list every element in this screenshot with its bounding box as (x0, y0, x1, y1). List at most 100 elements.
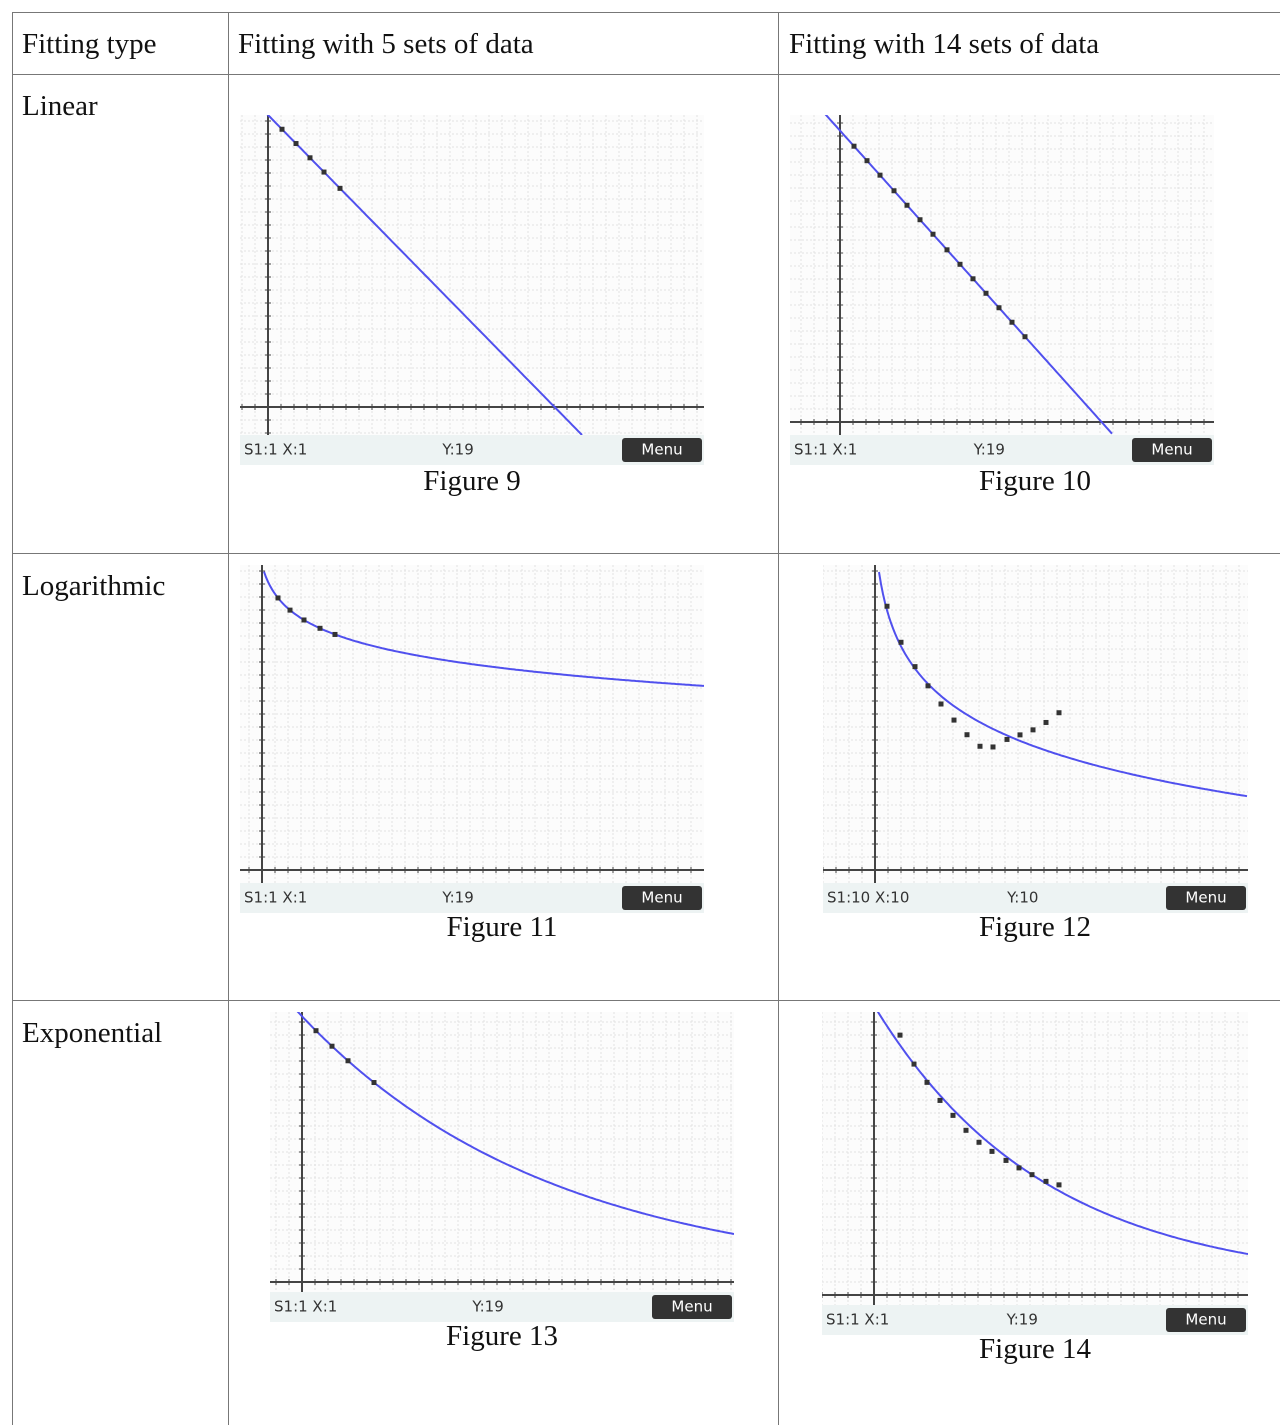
calculator-screenshot: S1:1 X:1 Y:19 Menu (790, 115, 1214, 465)
row-label: Linear (22, 90, 98, 123)
border (228, 12, 229, 1425)
menu-label: Menu (641, 441, 682, 459)
data-point (1004, 1158, 1009, 1163)
header-cell: Fitting type (22, 28, 157, 61)
plot-background (790, 115, 1214, 435)
data-point (276, 595, 281, 600)
data-point (865, 158, 870, 163)
data-point (964, 1128, 969, 1133)
data-point (977, 1140, 982, 1145)
plot-background (240, 115, 704, 435)
row-label: Exponential (22, 1017, 162, 1050)
data-point (952, 718, 957, 723)
border (12, 1000, 1280, 1001)
data-point (314, 1028, 319, 1033)
menu-label: Menu (671, 1298, 712, 1316)
data-point (338, 186, 343, 191)
data-point (1005, 737, 1010, 742)
border (12, 12, 1280, 13)
data-point (280, 127, 285, 132)
menu-label: Menu (1185, 1311, 1226, 1329)
status-text: Y:19 (471, 1298, 503, 1316)
data-point (1057, 1182, 1062, 1187)
data-point (302, 617, 307, 622)
data-point (1017, 1165, 1022, 1170)
calculator-screenshot: S1:1 X:1 Y:19 Menu (270, 1012, 734, 1322)
status-text: Y:19 (441, 889, 473, 907)
menu-label: Menu (641, 889, 682, 907)
data-point (912, 1062, 917, 1067)
data-point (931, 232, 936, 237)
calculator-screenshot: S1:1 X:1 Y:19 Menu (240, 115, 704, 465)
menu-label: Menu (1151, 441, 1192, 459)
header-cell: Fitting with 5 sets of data (238, 28, 534, 61)
data-point (926, 683, 931, 688)
data-point (918, 217, 923, 222)
data-point (852, 144, 857, 149)
figure-caption: Figure 9 (372, 465, 572, 498)
plot-background (240, 565, 704, 883)
status-text: S1:1 X:1 (826, 1311, 889, 1329)
data-point (1044, 720, 1049, 725)
data-point (925, 1080, 930, 1085)
data-point (958, 262, 963, 267)
calculator-screenshot: S1:10 X:10 Y:10 Menu (823, 565, 1248, 913)
figure-caption: Figure 13 (402, 1320, 602, 1353)
data-point (322, 170, 327, 175)
figure-caption: Figure 11 (402, 911, 602, 944)
status-text: S1:10 X:10 (827, 889, 909, 907)
data-point (945, 247, 950, 252)
calculator-screenshot: S1:1 X:1 Y:19 Menu (822, 1012, 1248, 1335)
data-point (899, 640, 904, 645)
menu-label: Menu (1185, 889, 1226, 907)
data-point (990, 1149, 995, 1154)
border (12, 12, 13, 1425)
status-text: Y:10 (1006, 889, 1038, 907)
data-point (913, 664, 918, 669)
data-point (997, 305, 1002, 310)
data-point (1044, 1179, 1049, 1184)
plot-background (822, 1012, 1248, 1305)
data-point (978, 744, 983, 749)
data-point (372, 1080, 377, 1085)
data-point (984, 291, 989, 296)
data-point (330, 1044, 335, 1049)
status-text: S1:1 X:1 (244, 889, 307, 907)
status-text: S1:1 X:1 (794, 441, 857, 459)
data-point (333, 632, 338, 637)
status-text: Y:19 (973, 441, 1005, 459)
data-point (1057, 710, 1062, 715)
data-point (971, 276, 976, 281)
status-text: S1:1 X:1 (244, 441, 307, 459)
data-point (878, 173, 883, 178)
data-point (965, 732, 970, 737)
figure-caption: Figure 14 (935, 1333, 1135, 1366)
data-point (885, 604, 890, 609)
status-text: S1:1 X:1 (274, 1298, 337, 1316)
data-point (905, 203, 910, 208)
data-point (318, 626, 323, 631)
data-point (294, 141, 299, 146)
data-point (898, 1033, 903, 1038)
border (778, 12, 779, 1425)
data-point (951, 1113, 956, 1118)
data-point (1023, 334, 1028, 339)
calculator-screenshot: S1:1 X:1 Y:19 Menu (240, 565, 704, 913)
border (12, 74, 1280, 75)
figure-caption: Figure 10 (935, 465, 1135, 498)
data-point (1031, 727, 1036, 732)
data-point (892, 188, 897, 193)
header-cell: Fitting with 14 sets of data (789, 28, 1099, 61)
data-point (288, 608, 293, 613)
status-text: Y:19 (1006, 1311, 1038, 1329)
data-point (308, 155, 313, 160)
data-point (938, 1098, 943, 1103)
border (12, 553, 1280, 554)
data-point (1018, 732, 1023, 737)
data-point (346, 1058, 351, 1063)
data-point (991, 744, 996, 749)
data-point (939, 701, 944, 706)
status-text: Y:19 (441, 441, 473, 459)
figure-caption: Figure 12 (935, 911, 1135, 944)
data-point (1030, 1172, 1035, 1177)
